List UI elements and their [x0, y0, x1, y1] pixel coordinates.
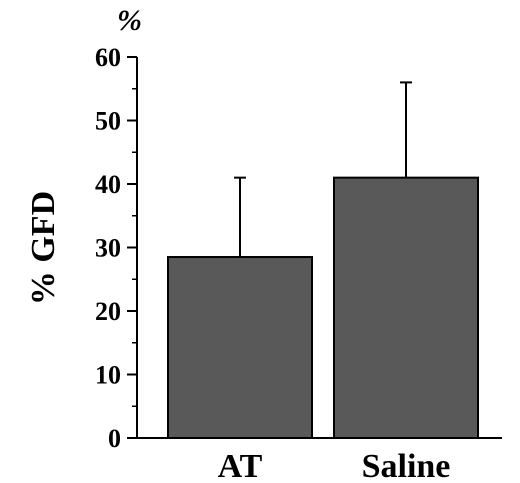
y-tick-label: 10	[95, 361, 121, 390]
error-bars	[234, 81, 412, 258]
y-tick-label: 30	[95, 234, 121, 263]
x-axis-categories: AT Saline	[218, 448, 451, 483]
y-axis-ticks: 0 10 20 30 40 50 60	[95, 43, 137, 453]
bar-saline	[333, 176, 479, 439]
y-tick-label: 0	[108, 424, 121, 453]
y-tick-label: 40	[95, 170, 121, 199]
y-axis-unit-label: %	[117, 4, 142, 37]
x-category-label: AT	[218, 448, 263, 483]
y-tick-label: 50	[95, 107, 121, 136]
y-tick-label: 60	[95, 43, 121, 72]
y-axis-title: % GFD	[25, 191, 62, 305]
y-tick-label: 20	[95, 297, 121, 326]
bars	[167, 176, 479, 439]
bar-at	[167, 256, 313, 439]
x-category-label: Saline	[362, 448, 451, 483]
